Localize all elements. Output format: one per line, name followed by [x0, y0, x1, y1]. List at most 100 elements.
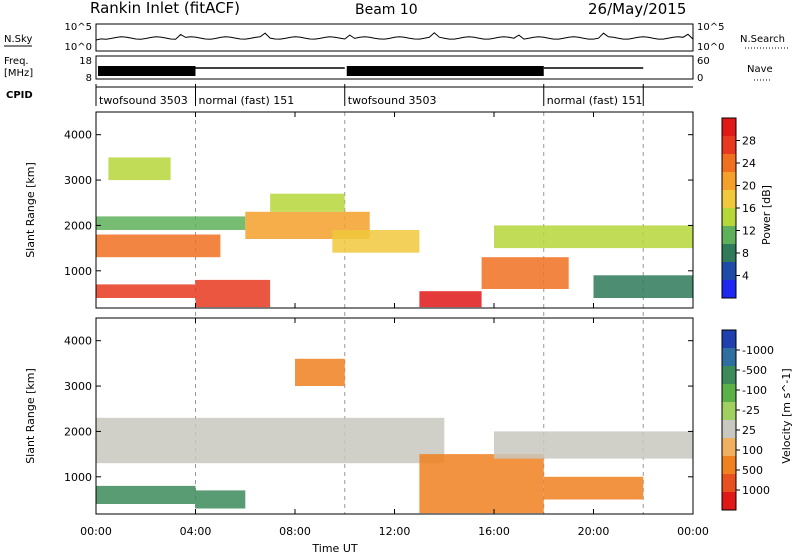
freq-unit-label: [MHz]: [4, 68, 33, 79]
y-tick-label: 4000: [64, 129, 92, 142]
freq-top-tick: 18: [79, 56, 92, 67]
power-patches-patch: [96, 216, 246, 230]
beam-label: Beam 10: [355, 2, 418, 18]
noise-right-bottom-tick: 10^0: [697, 42, 724, 53]
colorbar-swatch: [722, 474, 736, 492]
velocity-patches-patch: [195, 490, 246, 509]
cpid-segment-label: twofsound 3503: [99, 94, 188, 107]
colorbar-swatch: [722, 366, 736, 384]
power-patches-patch: [96, 234, 221, 258]
velocity-patches-patch: [494, 431, 693, 459]
power-colorbar-label: Power [dB]: [760, 185, 773, 245]
colorbar-tick-label: 24: [742, 157, 756, 170]
x-tick-label: 00:00: [80, 525, 112, 538]
noise-left-bottom-tick: 10^0: [65, 42, 92, 53]
colorbar-swatch: [722, 244, 736, 262]
plot-header: Rankin Inlet (fitACF) Beam 10 26/May/201…: [90, 0, 686, 18]
cpid-label: CPID: [6, 90, 33, 101]
y-tick-label: 2000: [64, 219, 92, 232]
nave-top-tick: 60: [697, 56, 710, 67]
frequency-trace: [98, 66, 644, 76]
colorbar-frame: [721, 329, 737, 511]
colorbar-tick-label: -100: [742, 384, 767, 397]
colorbar-swatch: [722, 280, 736, 298]
velocity-colorbar: 1000 500 100 25 -25 -100 -500 -1000: [721, 329, 774, 511]
colorbar-tick-label: -25: [742, 404, 760, 417]
x-tick-label: 00:00: [677, 525, 709, 538]
date-label: 26/May/2015: [588, 0, 686, 18]
colorbar-tick-label: 25: [742, 424, 756, 437]
x-axis-label: Time UT: [311, 542, 357, 554]
cpid-segment-label: normal (fast) 151: [199, 94, 295, 107]
power-patches-patch: [195, 279, 271, 308]
x-tick-label: 04:00: [180, 525, 212, 538]
y-tick-label: 1000: [64, 265, 92, 278]
y-tick-label: 4000: [64, 335, 92, 348]
velocity-patches-patch: [96, 417, 445, 464]
colorbar-tick-label: 100: [742, 444, 763, 457]
colorbar-swatch: [722, 208, 736, 226]
colorbar-swatch: [722, 262, 736, 280]
colorbar-tick-label: 500: [742, 464, 763, 477]
velocity-patches-patch: [543, 476, 644, 500]
velocity-patches-patch: [419, 454, 544, 514]
colorbar-swatch: [722, 154, 736, 172]
colorbar-swatch: [722, 420, 736, 438]
cpid-segment-label: twofsound 3503: [348, 94, 437, 107]
velocity-panel: 1000 2000 3000 4000 Slant Range [km] 1000 50…: [24, 317, 793, 515]
nave-bottom-tick: 0: [697, 73, 703, 84]
velocity-patches-patch: [295, 358, 345, 386]
freq-block: [346, 66, 544, 76]
x-tick-label: 08:00: [279, 525, 311, 538]
velocity-patches-patch: [96, 485, 196, 504]
x-tick-label: 12:00: [379, 525, 411, 538]
y-tick-label: 1000: [64, 471, 92, 484]
y-tick-label: 2000: [64, 425, 92, 438]
colorbar-swatch: [722, 190, 736, 208]
velocity-y-ticks: 1000 2000 3000 4000: [64, 335, 693, 484]
velocity-data: [96, 358, 693, 514]
colorbar-swatch: [722, 438, 736, 456]
y-tick-label: 3000: [64, 380, 92, 393]
colorbar-swatch: [722, 456, 736, 474]
colorbar-swatch: [722, 384, 736, 402]
noise-right-top-tick: 10^5: [697, 22, 724, 33]
noise-panel-frame: [95, 23, 694, 52]
colorbar-swatch: [722, 226, 736, 244]
power-patches-patch: [96, 284, 196, 298]
x-tick-label: 20:00: [578, 525, 610, 538]
colorbar-tick-label: -500: [742, 364, 767, 377]
colorbar-swatch: [722, 136, 736, 154]
noise-line: [95, 32, 694, 41]
colorbar-swatch: [722, 492, 736, 510]
power-patches-patch: [108, 157, 171, 181]
colorbar-tick-label: 20: [742, 180, 756, 193]
power-patches-patch: [481, 257, 569, 289]
freq-bottom-tick: 8: [86, 73, 92, 84]
colorbar-swatch: [722, 118, 736, 136]
power-panel: 1000 2000 3000 4000 Slant Range [km] 4 8 12 16…: [24, 111, 773, 309]
colorbar-swatch: [722, 172, 736, 190]
power-y-ticks: 1000 2000 3000 4000: [64, 129, 693, 278]
velocity-colorbar-label: Velocity [m s^-1]: [780, 368, 793, 463]
nsearch-label: N.Search: [740, 34, 785, 45]
power-patches-patch: [494, 225, 693, 249]
cpid-bar: twofsound 3503 normal (fast) 151 twofsound…: [95, 84, 693, 514]
colorbar-tick-label: 8: [742, 247, 749, 260]
power-ylabel: Slant Range [km]: [24, 162, 37, 258]
plot-title: Rankin Inlet (fitACF): [90, 0, 240, 17]
power-data: [96, 157, 693, 308]
noise-left-top-tick: 10^5: [65, 22, 92, 33]
colorbar-swatch: [722, 402, 736, 420]
colorbar-tick-label: 1000: [742, 484, 770, 497]
time-axis: 00:00 04:00 08:00 12:00 16:00 20:00 00:00: [80, 112, 709, 538]
power-patches-patch: [270, 193, 345, 212]
x-tick-label: 16:00: [478, 525, 510, 538]
freq-block: [98, 66, 196, 76]
colorbar-tick-label: 12: [742, 225, 756, 238]
colorbar-tick-label: 4: [742, 270, 749, 283]
power-patches-patch: [419, 291, 482, 308]
freq-label: Freq.: [4, 56, 29, 67]
power-colorbar: 4 8 12 16 20 24 28: [721, 117, 756, 299]
